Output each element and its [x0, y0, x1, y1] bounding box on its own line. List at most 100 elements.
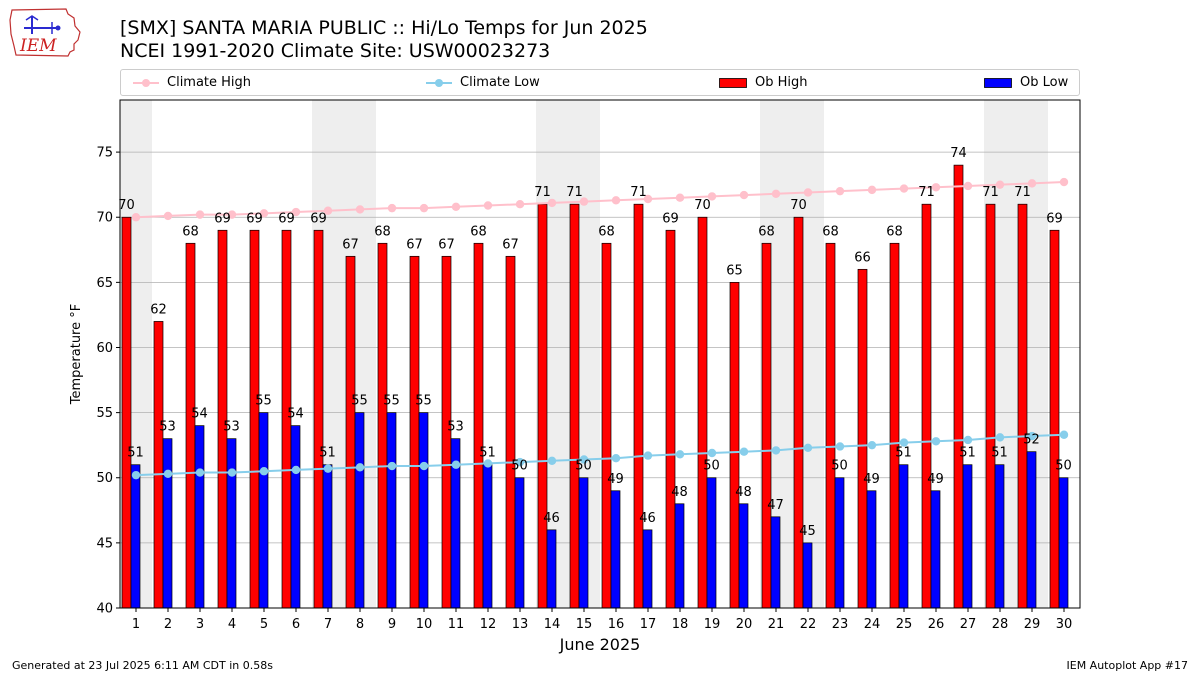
climate-high-point — [195, 210, 205, 219]
climate-high-point — [611, 196, 621, 205]
ob-high-bar — [1017, 203, 1028, 609]
climate-high-point — [995, 180, 1005, 189]
climate-low-point — [195, 468, 205, 477]
climate-low-point — [675, 450, 685, 459]
x-tick-label: 24 — [864, 617, 881, 632]
climate-low-point — [515, 457, 525, 467]
ob-high-bar — [825, 242, 836, 609]
ob-high-label: 69 — [214, 211, 231, 226]
ob-high-bar — [121, 216, 132, 609]
x-tick-label: 28 — [992, 617, 1009, 632]
ob-high-label: 67 — [406, 237, 423, 252]
climate-low-point — [771, 446, 781, 455]
x-tick-label: 25 — [896, 617, 913, 632]
legend-label-climate-low: Climate Low — [460, 75, 540, 90]
ob-low-bar — [738, 503, 749, 609]
ob-high-label: 71 — [534, 185, 551, 200]
ob-low-bar — [994, 464, 1005, 609]
climate-low-point — [899, 438, 909, 447]
climate-low-point — [643, 451, 653, 460]
climate-high-point — [579, 197, 589, 206]
climate-high-point — [387, 203, 397, 213]
climate-high-point — [739, 190, 749, 200]
climate-low-line — [135, 433, 1065, 477]
ob-high-bar — [1049, 229, 1060, 609]
ob-low-bar — [674, 503, 685, 609]
footer-generated-text: Generated at 23 Jul 2025 6:11 AM CDT in … — [12, 659, 273, 672]
climate-low-point — [931, 437, 941, 446]
ob-low-label: 50 — [1055, 459, 1072, 474]
ob-low-label: 51 — [959, 446, 976, 461]
ob-low-bar — [770, 516, 781, 609]
climate-high-point — [323, 206, 333, 215]
climate-low-point — [1027, 431, 1037, 441]
climate-high-point — [1059, 177, 1069, 187]
ob-high-bar — [953, 164, 964, 609]
ob-low-label: 55 — [415, 394, 432, 409]
climate-low-point — [611, 454, 621, 463]
ob-low-label: 54 — [191, 407, 208, 422]
ob-low-bar — [578, 477, 589, 609]
ob-high-bar — [633, 203, 644, 609]
climate-high-point — [931, 183, 941, 192]
ob-high-bar — [665, 229, 676, 609]
climate-high-point — [771, 189, 781, 198]
ob-high-bar — [377, 242, 388, 609]
ob-low-label: 46 — [543, 511, 560, 526]
ob-high-bar — [569, 203, 580, 609]
x-tick-label: 5 — [260, 617, 268, 632]
climate-low-point — [291, 465, 301, 475]
climate-low-point — [483, 459, 493, 468]
ob-low-label: 50 — [575, 459, 592, 474]
ob-high-label: 68 — [470, 224, 487, 239]
ob-high-label: 71 — [982, 185, 999, 200]
y-axis-label: Temperature °F — [69, 304, 84, 405]
climate-low-point — [1059, 430, 1069, 439]
ob-high-label: 65 — [726, 263, 743, 278]
climate-low-point — [547, 456, 557, 466]
climate-high-point — [483, 201, 493, 210]
legend: Climate High Climate Low Ob High Ob Low — [120, 69, 1080, 96]
y-tick-label: 75 — [96, 146, 113, 161]
x-tick-label: 16 — [608, 617, 625, 632]
x-tick-label: 21 — [768, 617, 785, 632]
ob-low-label: 51 — [479, 446, 496, 461]
ob-low-label: 55 — [383, 394, 400, 409]
ob-high-bar — [601, 242, 612, 609]
ob-high-bar — [761, 242, 772, 609]
legend-label-ob-low: Ob Low — [1020, 75, 1069, 90]
ob-low-label: 51 — [319, 446, 336, 461]
ob-high-label: 62 — [150, 302, 167, 317]
ob-high-label: 67 — [342, 237, 359, 252]
ob-low-bar — [546, 529, 557, 609]
x-tick-label: 2 — [164, 617, 172, 632]
ob-high-label: 68 — [758, 224, 775, 239]
ob-high-label: 68 — [182, 224, 199, 239]
climate-low-point — [963, 435, 973, 445]
climate-high-point — [547, 198, 557, 208]
x-tick-label: 20 — [736, 617, 753, 632]
ob-low-bar — [290, 425, 301, 609]
ob-low-label: 53 — [159, 420, 176, 435]
ob-low-label: 48 — [671, 485, 688, 500]
ob-low-bar — [642, 529, 653, 609]
ob-high-label: 66 — [854, 250, 871, 265]
x-tick-label: 7 — [324, 617, 332, 632]
ob-low-bar — [866, 490, 877, 609]
climate-high-point — [163, 211, 173, 221]
ob-high-label: 71 — [1014, 185, 1031, 200]
climate-high-point — [963, 181, 973, 191]
ob-low-bar — [930, 490, 941, 609]
climate-low-point — [579, 455, 589, 464]
ob-high-label: 70 — [118, 198, 135, 213]
ob-low-label: 55 — [255, 394, 272, 409]
ob-high-bar — [313, 229, 324, 609]
x-axis-label: June 2025 — [559, 635, 641, 654]
ob-low-label: 49 — [607, 472, 624, 487]
ob-low-swatch-icon — [984, 77, 1012, 88]
climate-low-point — [451, 460, 461, 469]
ob-high-bar — [857, 268, 868, 609]
ob-high-label: 71 — [566, 185, 583, 200]
ob-high-bar — [473, 242, 484, 609]
